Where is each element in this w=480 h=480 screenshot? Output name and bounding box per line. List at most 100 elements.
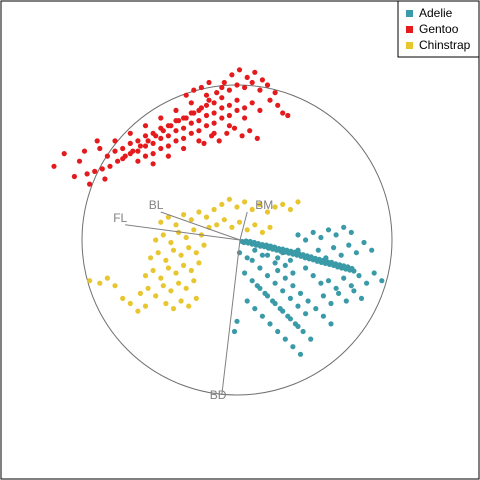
point-gentoo-7: [206, 97, 212, 103]
point-chinstrap-20: [178, 252, 184, 258]
point-gentoo-97: [191, 87, 197, 93]
point-gentoo-91: [120, 156, 126, 162]
point-adelie-96: [295, 232, 301, 238]
point-gentoo-95: [150, 161, 156, 167]
point-chinstrap-8: [142, 273, 149, 279]
point-gentoo-40: [188, 100, 194, 106]
point-chinstrap-10: [158, 275, 164, 281]
point-adelie-109: [303, 265, 309, 271]
point-chinstrap-42: [229, 224, 235, 230]
point-gentoo-89: [104, 153, 110, 159]
point-chinstrap-46: [259, 229, 265, 235]
point-chinstrap-22: [193, 250, 199, 256]
point-adelie-85: [282, 336, 288, 342]
point-adelie-123: [348, 283, 354, 289]
point-chinstrap-1: [145, 285, 151, 291]
arrow-label-bd: BD: [210, 388, 227, 402]
point-gentoo-51: [196, 118, 202, 124]
point-adelie-108: [295, 247, 301, 253]
arrow-bl: [160, 211, 241, 241]
point-adelie-89: [323, 255, 329, 261]
point-gentoo-70: [188, 130, 194, 136]
point-gentoo-81: [120, 145, 126, 152]
point-chinstrap-51: [242, 199, 248, 205]
point-adelie-86: [290, 344, 296, 350]
point-chinstrap-58: [97, 280, 103, 286]
point-chinstrap-33: [165, 214, 171, 220]
point-chinstrap-54: [264, 209, 271, 215]
point-gentoo-83: [135, 148, 141, 154]
point-adelie-66: [290, 283, 296, 289]
point-adelie-135: [290, 270, 296, 276]
point-chinstrap-61: [135, 308, 141, 314]
point-chinstrap-12: [173, 270, 179, 276]
point-chinstrap-35: [181, 212, 187, 218]
point-chinstrap-68: [193, 295, 199, 301]
point-gentoo-92: [127, 151, 133, 157]
point-chinstrap-24: [153, 237, 159, 243]
point-adelie-91: [338, 252, 344, 258]
point-chinstrap-6: [183, 285, 189, 291]
point-gentoo-112: [224, 130, 230, 136]
point-adelie-94: [361, 239, 367, 246]
point-gentoo-42: [203, 102, 210, 108]
point-adelie-125: [364, 280, 370, 286]
point-chinstrap-70: [287, 206, 293, 213]
point-chinstrap-29: [191, 227, 197, 233]
point-gentoo-4: [244, 74, 250, 80]
point-gentoo-6: [259, 77, 265, 83]
point-adelie-56: [249, 257, 255, 263]
point-adelie-71: [328, 321, 334, 327]
point-adelie-62: [295, 303, 301, 309]
point-gentoo-31: [272, 90, 278, 96]
point-chinstrap-2: [153, 293, 159, 299]
point-gentoo-79: [181, 145, 187, 152]
point-gentoo-61: [196, 128, 202, 134]
point-chinstrap-37: [196, 209, 202, 215]
point-chinstrap-27: [176, 229, 182, 235]
point-adelie-107: [287, 257, 293, 263]
point-adelie-83: [267, 321, 273, 327]
legend-label-adelie: Adelie: [419, 6, 453, 20]
point-gentoo-39: [257, 107, 263, 113]
point-gentoo-24: [219, 84, 225, 91]
point-gentoo-93: [135, 158, 141, 164]
point-adelie-55: [351, 268, 357, 274]
point-gentoo-98: [198, 84, 204, 91]
point-gentoo-28: [249, 79, 255, 86]
point-chinstrap-11: [165, 265, 171, 271]
point-gentoo-45: [226, 112, 232, 119]
legend-label-chinstrap: Chinstrap: [419, 38, 471, 52]
point-chinstrap-34: [173, 222, 179, 228]
legend-swatch-chinstrap: [406, 42, 413, 49]
point-adelie-59: [272, 280, 278, 286]
point-gentoo-59: [181, 125, 187, 131]
point-gentoo-19: [115, 158, 121, 164]
point-adelie-117: [280, 308, 286, 314]
point-gentoo-85: [150, 151, 156, 157]
point-adelie-69: [313, 306, 319, 312]
point-gentoo-3: [236, 67, 243, 73]
point-chinstrap-62: [142, 303, 149, 309]
legend-label-gentoo: Gentoo: [419, 22, 459, 36]
point-gentoo-76: [158, 135, 164, 141]
point-chinstrap-59: [120, 295, 126, 301]
legend-swatch-gentoo: [406, 26, 413, 33]
point-gentoo-114: [239, 133, 245, 139]
point-adelie-95: [369, 247, 375, 253]
point-gentoo-21: [99, 166, 105, 172]
point-adelie-79: [308, 336, 314, 342]
point-chinstrap-5: [176, 280, 182, 286]
point-gentoo-102: [280, 110, 286, 116]
point-adelie-67: [297, 290, 304, 296]
point-adelie-119: [295, 323, 301, 329]
point-chinstrap-50: [234, 204, 240, 210]
point-chinstrap-63: [87, 278, 93, 284]
point-adelie-104: [264, 252, 271, 258]
point-gentoo-16: [137, 143, 143, 149]
point-gentoo-32: [203, 92, 210, 98]
point-chinstrap-64: [163, 300, 169, 307]
point-adelie-121: [333, 285, 339, 291]
point-adelie-134: [282, 262, 288, 268]
point-chinstrap-18: [163, 257, 169, 263]
